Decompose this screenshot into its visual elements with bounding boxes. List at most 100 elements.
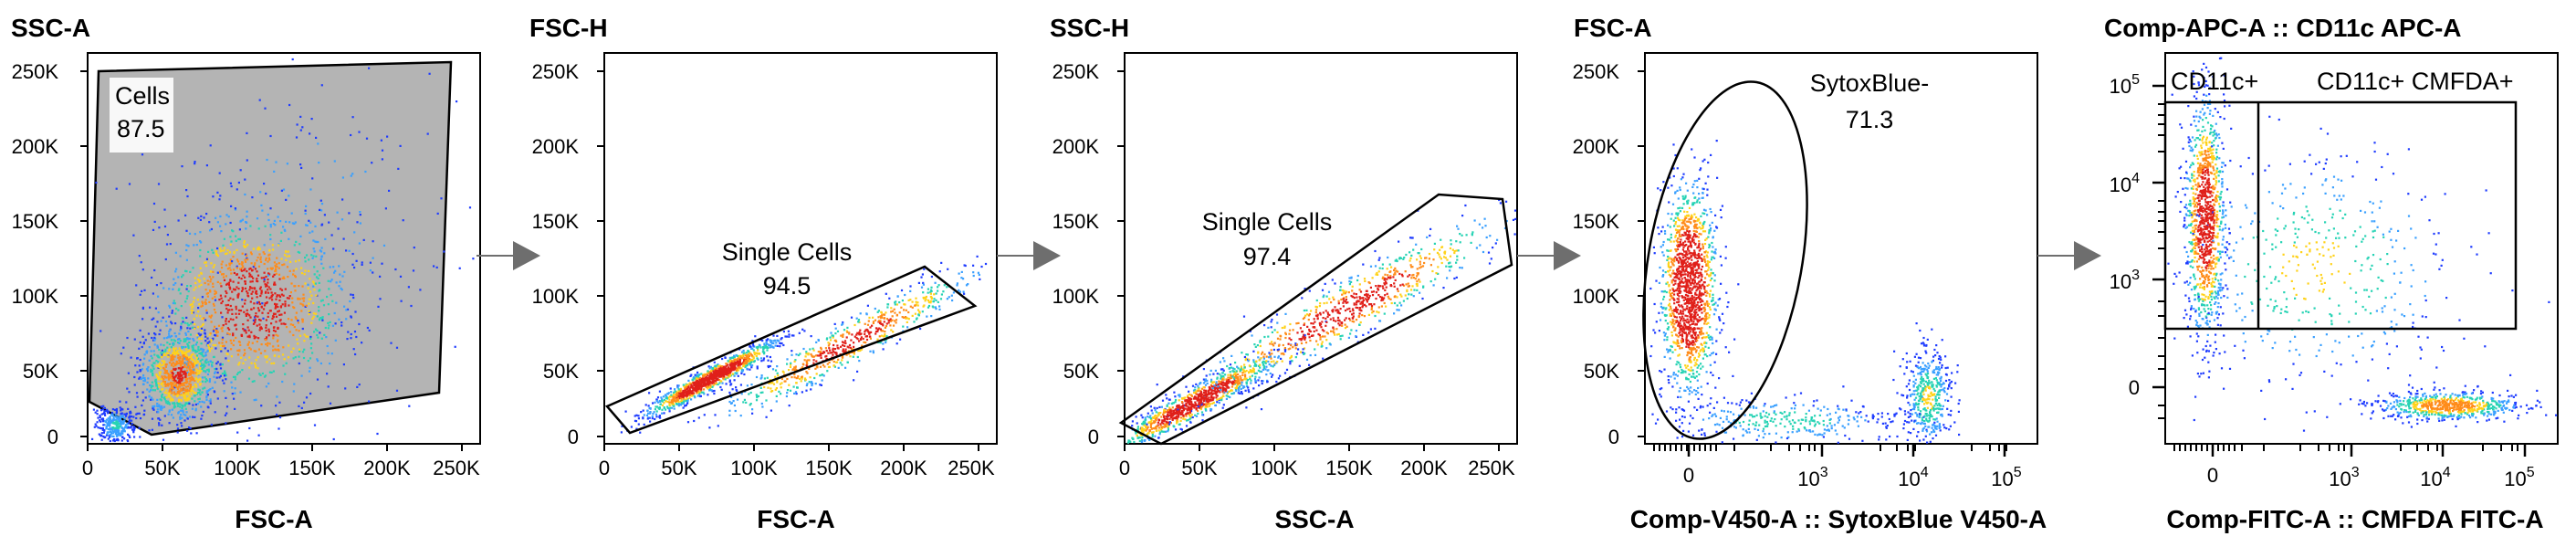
event-dot — [169, 387, 172, 390]
event-dot — [800, 380, 802, 383]
event-dot — [257, 280, 259, 283]
event-dot — [698, 378, 701, 382]
event-dot — [693, 377, 696, 380]
event-dot — [132, 416, 135, 418]
event-dot — [259, 352, 263, 354]
event-dot — [791, 353, 793, 356]
event-dot — [1265, 365, 1268, 368]
event-dot — [234, 375, 236, 378]
event-dot — [313, 250, 316, 253]
event-dot — [675, 397, 677, 400]
event-dot — [696, 382, 699, 384]
event-dot — [213, 309, 216, 311]
event-dot — [102, 405, 105, 407]
event-dot — [294, 274, 297, 278]
event-dot — [836, 344, 839, 347]
event-dot — [199, 267, 202, 269]
event-dot — [208, 300, 211, 303]
event-dot — [272, 312, 276, 315]
event-dot — [196, 336, 199, 339]
event-dot — [876, 310, 879, 313]
event-dot — [728, 372, 730, 374]
event-dot — [1387, 295, 1389, 298]
event-dot — [284, 288, 287, 290]
event-dot — [906, 326, 909, 329]
event-dot — [115, 407, 118, 411]
event-dot — [284, 373, 287, 375]
event-dot — [93, 426, 96, 428]
event-dot — [223, 344, 225, 347]
event-dot — [793, 366, 796, 369]
event-dot — [182, 386, 185, 390]
event-dot — [751, 340, 754, 342]
event-dot — [194, 233, 196, 236]
event-dot — [843, 342, 845, 344]
event-dot — [277, 355, 280, 358]
event-dot — [737, 374, 739, 377]
event-dot — [100, 413, 103, 416]
event-dot — [1416, 258, 1419, 261]
event-dot — [1148, 416, 1151, 419]
event-dot — [284, 322, 287, 326]
event-dot — [101, 428, 104, 431]
event-dot — [918, 310, 921, 313]
event-dot — [729, 384, 732, 386]
event-dot — [686, 393, 689, 395]
event-dot — [737, 360, 739, 363]
event-dot — [211, 248, 214, 251]
event-dot — [198, 303, 201, 306]
event-dot — [737, 357, 739, 360]
event-dot — [284, 305, 287, 308]
event-dot — [184, 338, 187, 341]
event-dot — [258, 373, 261, 375]
event-dot — [236, 373, 239, 375]
event-dot — [132, 431, 135, 434]
event-dot — [767, 359, 770, 362]
event-dot — [215, 311, 217, 314]
event-dot — [145, 351, 148, 353]
event-dot — [1455, 240, 1458, 243]
event-dot — [784, 335, 787, 338]
event-dot — [740, 367, 743, 370]
event-dot — [171, 354, 173, 357]
event-dot — [135, 416, 138, 420]
event-dot — [397, 167, 400, 170]
event-dot — [699, 385, 702, 388]
event-dot — [255, 336, 257, 339]
event-dot — [230, 262, 233, 265]
event-dot — [168, 315, 171, 318]
event-dot — [746, 364, 749, 367]
event-dot — [235, 336, 237, 339]
event-dot — [139, 436, 141, 438]
event-dot — [696, 374, 699, 377]
event-dot — [696, 377, 699, 380]
event-dot — [234, 407, 236, 410]
event-dot — [277, 273, 281, 276]
event-dot — [202, 302, 204, 305]
panel-2-gate-single-cells[interactable] — [604, 265, 978, 435]
event-dot — [735, 369, 738, 372]
event-dot — [1246, 385, 1249, 388]
event-dot — [819, 352, 822, 355]
event-dot — [879, 320, 882, 322]
event-dot — [188, 337, 192, 341]
event-dot — [276, 340, 278, 342]
event-dot — [328, 221, 330, 224]
event-dot — [204, 319, 207, 321]
event-dot — [164, 350, 167, 352]
event-dot — [759, 386, 762, 389]
event-dot — [707, 372, 710, 374]
event-dot — [196, 279, 200, 281]
event-dot — [864, 335, 867, 338]
event-dot — [149, 306, 152, 309]
event-dot — [197, 349, 200, 352]
event-dot — [712, 370, 715, 373]
event-dot — [915, 300, 917, 303]
event-dot — [282, 276, 285, 279]
event-dot — [277, 244, 280, 247]
event-dot — [261, 302, 264, 305]
event-dot — [162, 344, 165, 347]
event-dot — [203, 278, 205, 280]
event-dot — [170, 339, 173, 342]
event-dot — [204, 362, 207, 364]
